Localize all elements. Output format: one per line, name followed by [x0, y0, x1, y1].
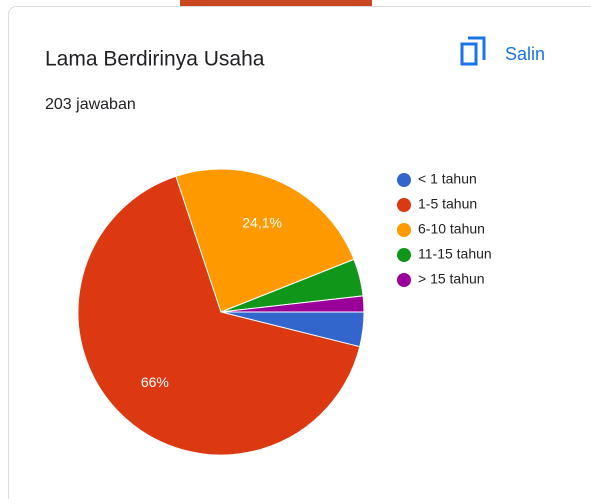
- legend-swatch: [397, 248, 411, 262]
- legend-label: 11-15 tahun: [418, 246, 492, 262]
- slice-label: 66%: [141, 374, 169, 390]
- legend-label: 6-10 tahun: [418, 221, 485, 237]
- chart-subtitle: 203 jawaban: [45, 96, 136, 113]
- accent-bar: [180, 0, 372, 6]
- chart-title: Lama Berdirinya Usaha: [45, 48, 265, 71]
- legend-label: < 1 tahun: [418, 171, 477, 187]
- legend-swatch: [397, 173, 411, 187]
- legend-swatch: [397, 223, 411, 237]
- slice-label: 24,1%: [242, 215, 282, 231]
- copy-label[interactable]: Salin: [505, 44, 545, 64]
- legend-label: 1-5 tahun: [418, 196, 477, 212]
- legend-swatch: [397, 273, 411, 287]
- legend-swatch: [397, 198, 411, 212]
- legend-label: > 15 tahun: [418, 271, 485, 287]
